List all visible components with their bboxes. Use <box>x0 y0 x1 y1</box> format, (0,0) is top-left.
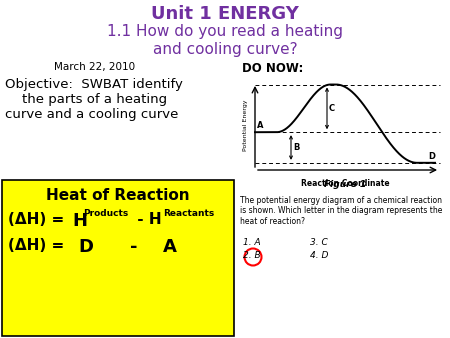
Text: B: B <box>293 143 299 152</box>
Text: March 22, 2010: March 22, 2010 <box>54 62 135 72</box>
Text: (ΔH) =: (ΔH) = <box>8 238 64 253</box>
Text: Reaction Coordinate: Reaction Coordinate <box>301 179 389 188</box>
Text: - H: - H <box>132 212 162 227</box>
Text: Objective:  SWBAT identify
    the parts of a heating
curve and a cooling curve: Objective: SWBAT identify the parts of a… <box>5 78 183 121</box>
Text: A: A <box>257 121 264 130</box>
Text: and cooling curve?: and cooling curve? <box>153 42 297 57</box>
Text: 3. C: 3. C <box>310 238 328 247</box>
Text: 1. A: 1. A <box>243 238 261 247</box>
Text: Unit 1 ENERGY: Unit 1 ENERGY <box>151 5 299 23</box>
Text: C: C <box>329 104 335 113</box>
Bar <box>2 180 234 336</box>
Text: The potential energy diagram of a chemical reaction
is shown. Which letter in th: The potential energy diagram of a chemic… <box>240 196 442 226</box>
Text: 1.1 How do you read a heating: 1.1 How do you read a heating <box>107 24 343 39</box>
Text: 2. B: 2. B <box>243 251 261 260</box>
Text: A: A <box>163 238 177 256</box>
Text: Potential Energy: Potential Energy <box>243 99 248 151</box>
Text: Figure 1: Figure 1 <box>324 180 366 189</box>
Text: -: - <box>130 238 138 256</box>
Text: Reactants: Reactants <box>163 209 214 218</box>
Text: Products: Products <box>83 209 128 218</box>
Text: Heat of Reaction: Heat of Reaction <box>46 188 190 203</box>
Text: D: D <box>78 238 93 256</box>
Text: DO NOW:: DO NOW: <box>242 62 303 75</box>
Text: 4. D: 4. D <box>310 251 328 260</box>
Text: (ΔH) =: (ΔH) = <box>8 212 69 227</box>
Text: H: H <box>72 212 87 230</box>
Text: D: D <box>428 152 435 161</box>
